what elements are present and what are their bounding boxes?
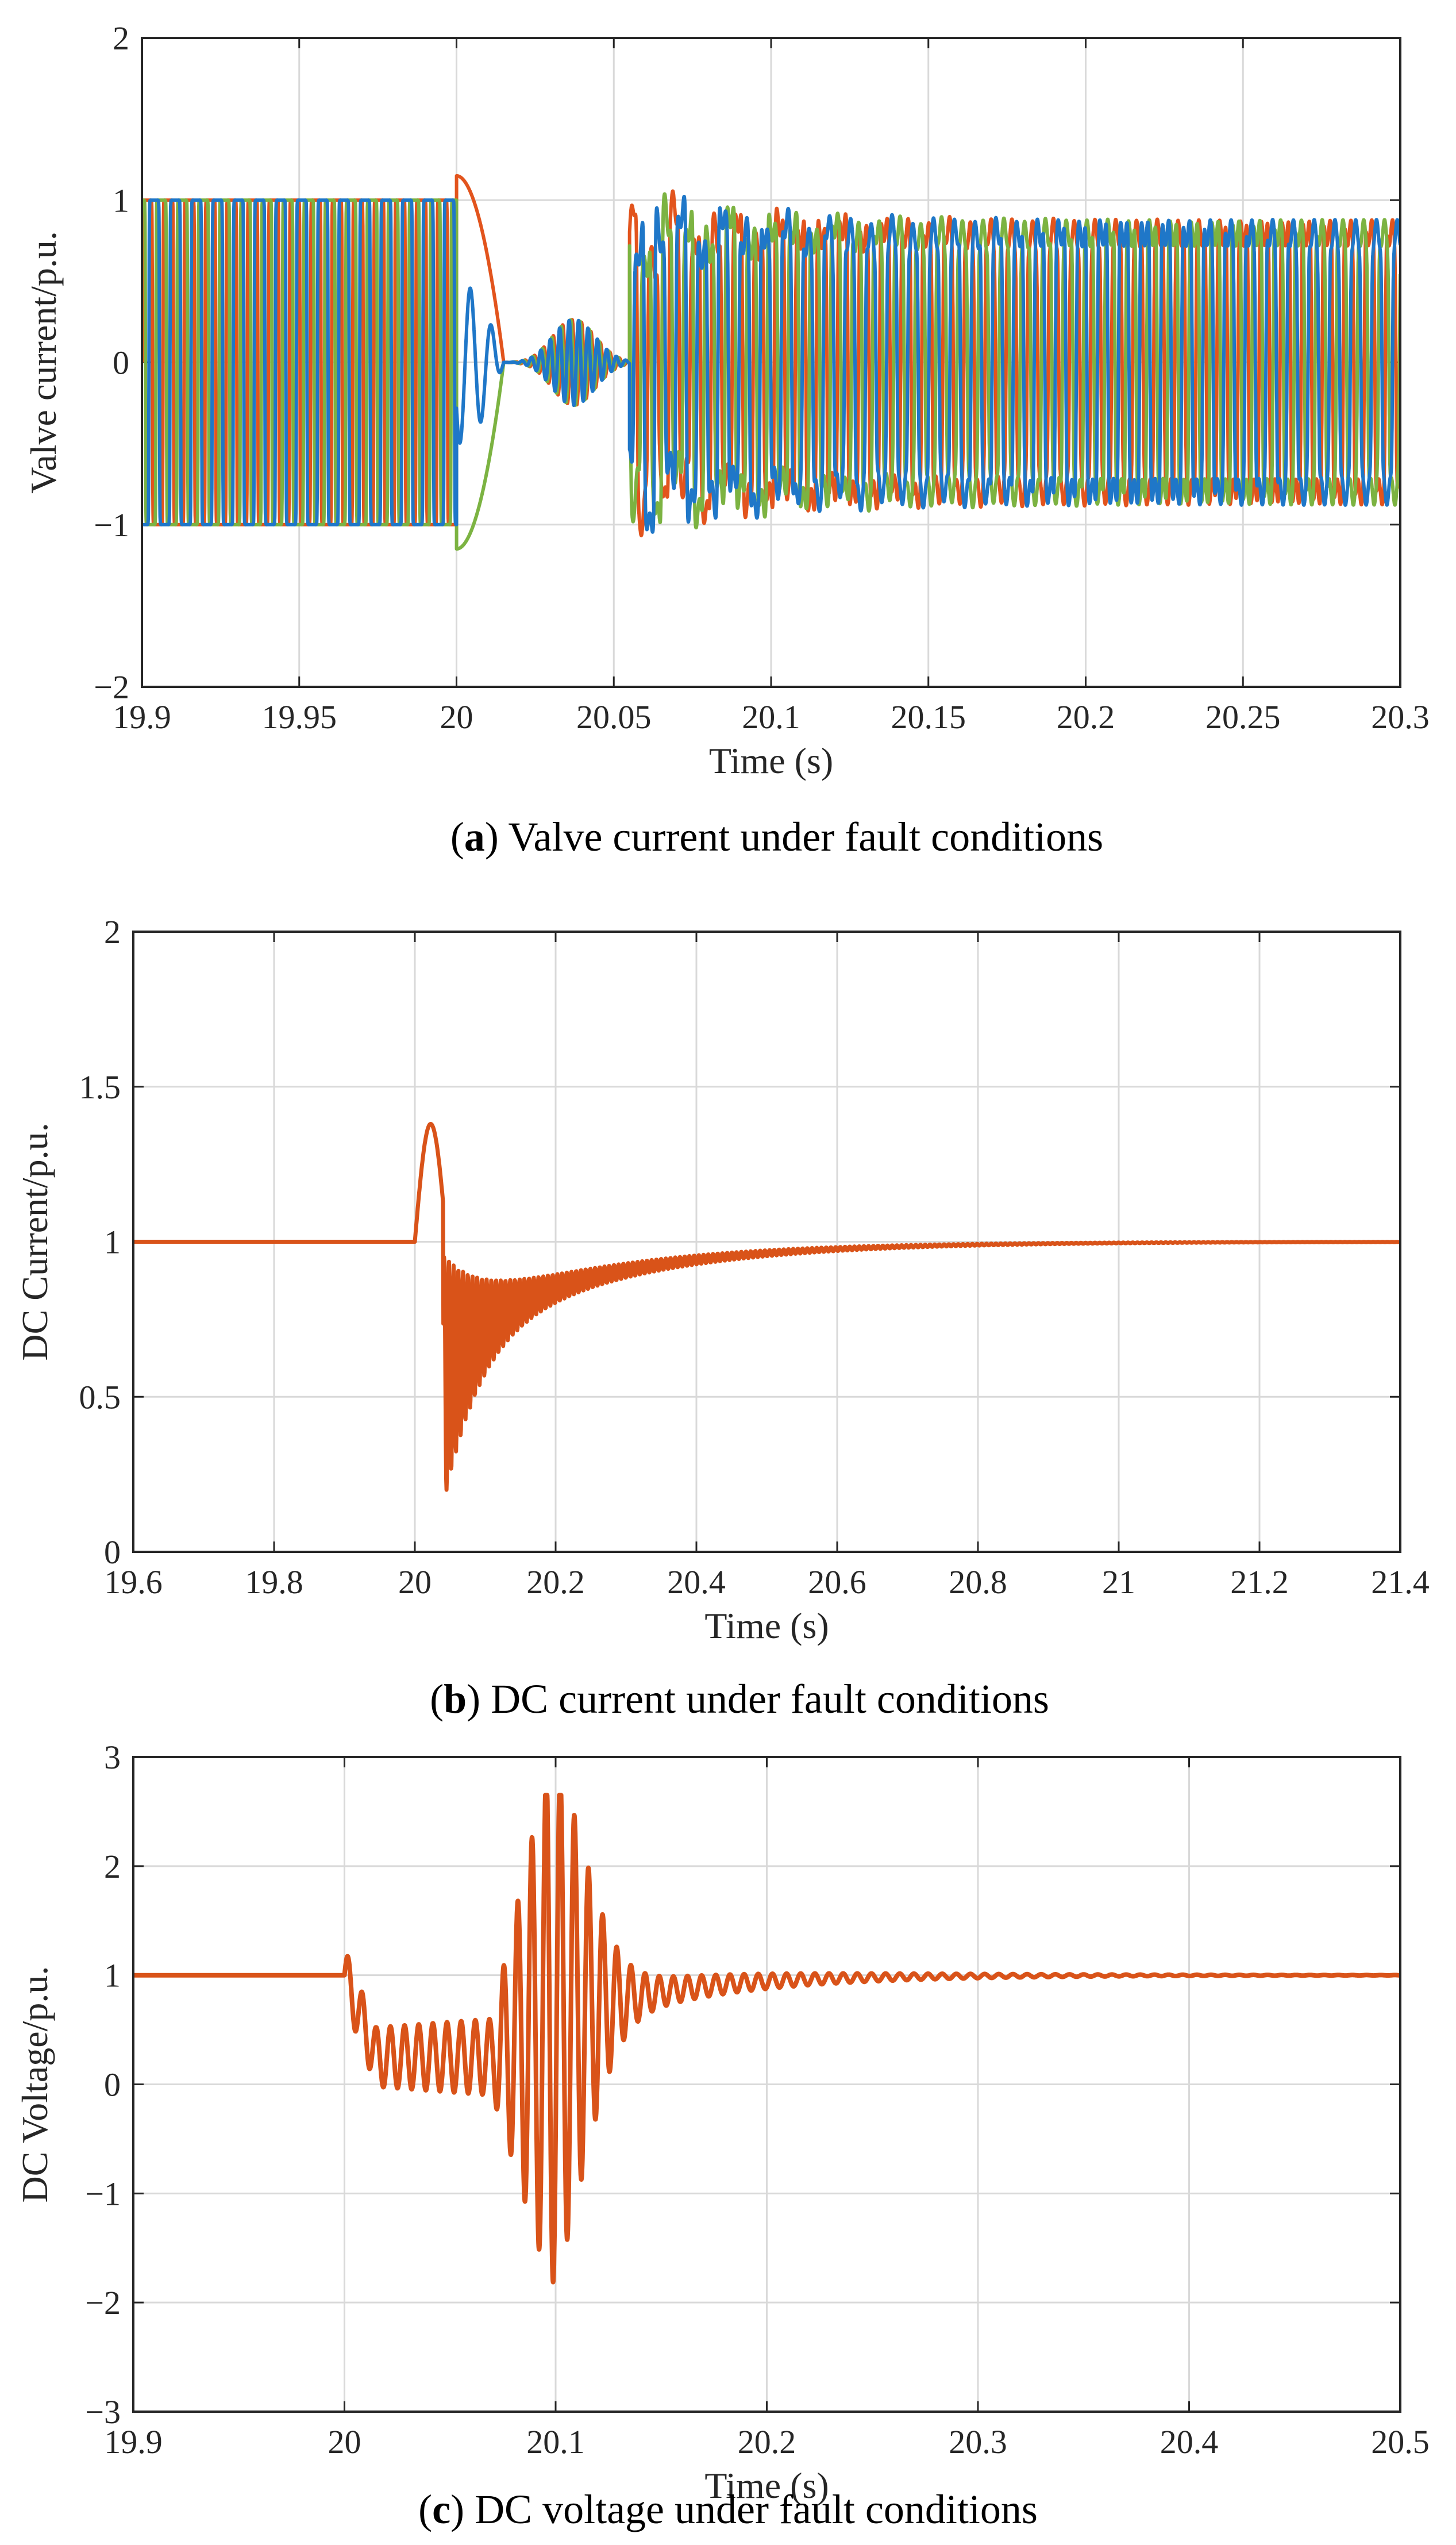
y-tick-label: −1 (85, 2175, 121, 2212)
caption-b-letter: b (444, 1676, 467, 1722)
y-tick-label: 0 (113, 344, 129, 382)
y-tick-label: −3 (85, 2393, 121, 2431)
x-tick-label: 20.15 (891, 698, 966, 736)
x-tick-label: 20.2 (526, 1563, 585, 1601)
caption-b: (b) DC current under fault conditions (430, 1676, 1049, 1722)
x-tick-label: 20.05 (576, 698, 652, 736)
x-tick-label: 20.1 (526, 2423, 585, 2461)
x-tick-label: 20 (398, 1563, 432, 1601)
caption-a-letter: a (464, 814, 485, 860)
grid-lines (133, 1757, 1400, 2412)
x-tick-label: 20.8 (949, 1563, 1007, 1601)
series-line-dc-current (132, 1122, 1402, 1492)
x-tick-label: 20.2 (738, 2423, 796, 2461)
series-line-phase-C (142, 194, 1400, 534)
caption-b-open: ( (430, 1676, 444, 1722)
x-tick-label: 19.95 (262, 698, 337, 736)
plot-frame (141, 37, 1401, 688)
x-tick-label: 20.5 (1371, 2423, 1430, 2461)
y-tick-label: 0 (104, 2066, 121, 2104)
caption-a: (a) Valve current under fault conditions (450, 814, 1103, 860)
panel-a-valve-current: 19.9 19.95 20 20.05 20.1 20.15 20.2 20.25 20.3−2… (23, 20, 1430, 781)
x-tick-label: 21 (1102, 1563, 1135, 1601)
y-tick-label: 3 (104, 1739, 121, 1776)
series-group (142, 174, 1400, 551)
x-tick-label: 21.2 (1230, 1563, 1289, 1601)
x-tick-label: 19.6 (104, 1563, 163, 1601)
y-axis-label: Valve current/p.u. (23, 231, 64, 494)
y-tick-label: 1 (104, 1224, 121, 1261)
plot-frame (132, 1756, 1401, 2413)
y-tick-label: 0 (104, 1533, 121, 1571)
x-tick-label: 19.8 (245, 1563, 303, 1601)
y-tick-label: 1 (104, 1957, 121, 1994)
y-tick-label: 2 (113, 20, 129, 57)
x-tick-label: 20.6 (808, 1563, 866, 1601)
x-tick-label: 20.3 (949, 2423, 1007, 2461)
x-tick-label: 19.9 (113, 698, 171, 736)
caption-a-open: ( (450, 814, 464, 860)
x-tick-label: 20 (328, 2423, 361, 2461)
x-tick-label: 20.4 (667, 1563, 726, 1601)
x-tick-label: 20 (440, 698, 473, 736)
x-tick-label: 20.25 (1205, 698, 1281, 736)
y-tick-label: 1.5 (79, 1068, 121, 1106)
caption-c: (c) DC voltage under fault conditions (418, 2486, 1038, 2532)
caption-b-close: ) (467, 1676, 480, 1722)
caption-b-text: DC current under fault conditions (480, 1676, 1049, 1722)
y-tick-label: −2 (85, 2284, 121, 2321)
y-tick-label: 1 (113, 182, 129, 219)
y-tick-label: 0.5 (79, 1378, 121, 1416)
caption-c-close: ) (450, 2486, 464, 2532)
y-tick-label: 2 (104, 913, 121, 951)
y-tick-label: 2 (104, 1848, 121, 1885)
caption-a-close: ) (485, 814, 499, 860)
panel-c-dc-voltage: 19.9 20 20.1 20.2 20.3 20.4 20.5 −3 −2 −1 0 1 2 3 Time… (14, 1739, 1430, 2506)
x-axis-label: Time (s) (709, 740, 833, 781)
x-axis-label: Time (s) (704, 1605, 829, 1646)
y-axis-label: DC Voltage/p.u. (14, 1966, 55, 2203)
x-tick-label: 20.3 (1371, 698, 1430, 736)
x-tick-label: 19.9 (104, 2423, 163, 2461)
caption-c-open: ( (418, 2486, 432, 2532)
y-axis-label: DC Current/p.u. (14, 1122, 55, 1360)
series-line-dc-voltage (131, 1793, 1403, 2285)
plot-frame (132, 931, 1401, 1553)
x-tick-label: 20.1 (742, 698, 800, 736)
x-tick-label: 20.2 (1057, 698, 1115, 736)
caption-c-letter: c (432, 2486, 450, 2532)
caption-a-text: Valve current under fault conditions (499, 814, 1103, 860)
y-tick-label: −1 (94, 506, 129, 544)
panel-b-dc-current: 19.6 19.8 20 20.2 20.4 20.6 20.8 21 21.2 21.400.5… (14, 913, 1430, 1646)
caption-c-text: DC voltage under fault conditions (464, 2486, 1038, 2532)
x-tick-label: 21.4 (1371, 1563, 1430, 1601)
y-tick-label: −2 (94, 668, 129, 706)
x-axis-label: Time (s) (704, 2465, 829, 2506)
x-tick-label: 20.4 (1160, 2423, 1219, 2461)
